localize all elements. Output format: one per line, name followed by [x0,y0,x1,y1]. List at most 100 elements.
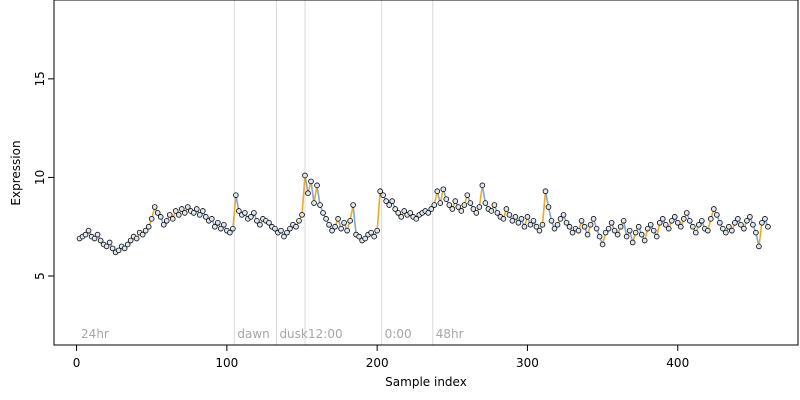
data-point [686,218,693,224]
data-point [305,190,311,197]
data-point [717,219,723,226]
data-point [163,218,170,224]
data-point [407,210,414,216]
data-point [626,227,633,234]
data-point [720,225,726,232]
data-point [689,223,696,230]
data-point [287,225,293,232]
data-point [530,218,537,224]
y-tick-label: 15 [33,71,47,86]
data-point [386,202,392,208]
data-point [714,212,720,218]
data-point [750,221,756,228]
data-point [641,237,648,244]
data-point [747,214,753,220]
data-point [476,204,483,210]
plot-frame [53,0,799,346]
data-point [434,188,441,195]
data-point [506,212,513,218]
region-label: 24hr [81,327,109,341]
data-point [542,188,549,195]
data-point [518,216,525,222]
data-point [470,206,477,212]
data-point [647,221,654,228]
data-point [193,206,200,212]
x-tick-label: 200 [366,356,389,370]
x-tick-label: 300 [516,356,539,370]
data-point [479,182,486,189]
data-point [680,216,687,222]
data-point [230,225,236,232]
data-point [611,227,618,234]
data-point [695,221,702,228]
data-point [368,229,374,236]
data-point [533,223,540,230]
data-point [488,208,495,214]
region-label: dawn [237,327,269,341]
data-point [233,192,239,198]
data-point [142,227,149,234]
data-point [656,219,663,226]
series-segment [376,191,381,231]
series-segment [316,185,321,206]
data-point [115,247,122,254]
data-point [458,208,465,214]
data-point [332,223,338,230]
data-point [671,214,678,220]
data-point [464,192,471,198]
points [76,172,771,256]
data-point [455,204,462,210]
data-point [653,233,660,240]
data-point [503,206,510,212]
data-point [278,227,284,234]
data-point [323,216,329,222]
data-point [446,202,453,208]
data-point [578,218,585,224]
data-point [581,223,588,230]
data-point [374,227,380,234]
data-point [308,178,314,185]
data-point [674,219,681,226]
data-point [449,206,456,212]
data-point [632,229,639,236]
data-point [109,245,116,252]
data-point [605,225,612,232]
data-point [753,229,759,236]
data-point [711,206,717,212]
data-point [554,221,561,228]
series-segment [478,185,484,208]
data-point [428,206,435,212]
data-point [178,206,185,212]
data-point [515,219,522,226]
data-point [82,231,89,238]
data-point [362,235,368,242]
data-point [708,216,714,222]
series-segment [232,195,237,229]
data-point [569,229,576,236]
series-segment [313,185,318,204]
data-point [196,212,203,218]
data-point [677,223,684,230]
series-segment [541,191,547,225]
data-point [200,208,206,214]
data-point [154,210,161,216]
data-point [299,212,305,218]
data-point [344,227,350,234]
data-point [121,245,128,252]
y-tick-label: 5 [33,272,47,280]
data-point [133,235,140,242]
data-point [524,214,531,220]
series-segment [758,222,763,247]
data-point [620,218,627,224]
data-point [311,200,317,206]
data-point [326,221,332,228]
data-point [127,237,134,244]
data-point [521,223,528,230]
data-point [629,239,636,246]
data-point [254,218,260,224]
data-point [536,227,543,234]
data-point [314,182,320,189]
data-point [242,210,248,216]
data-point [638,231,645,238]
x-axis-label: Sample index [385,375,467,389]
